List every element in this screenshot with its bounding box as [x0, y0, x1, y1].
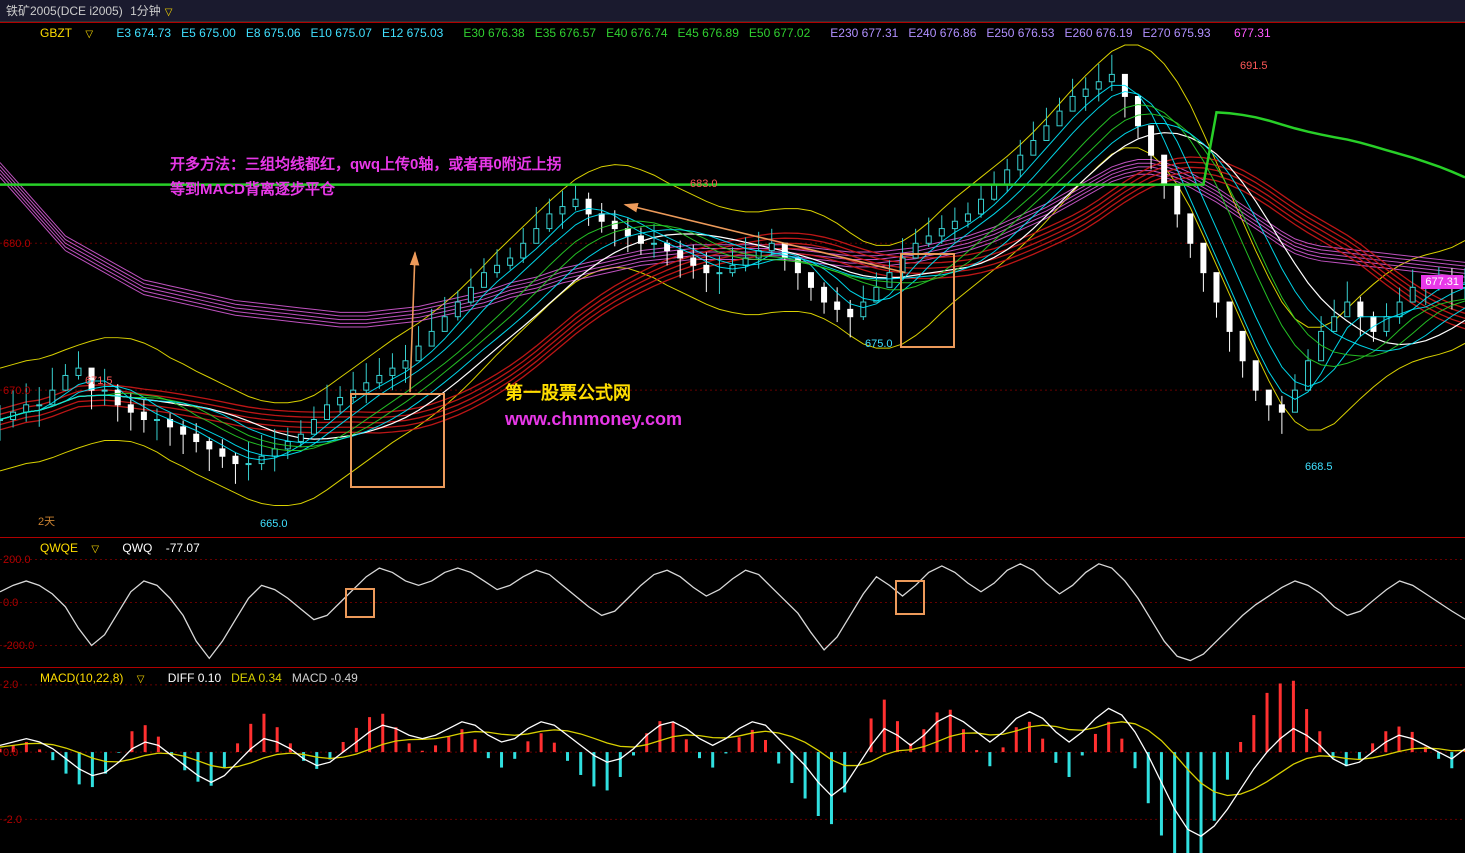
symbol-name: 铁矿2005(DCE i2005) — [6, 4, 123, 18]
legend-item: MACD -0.49 — [292, 671, 358, 685]
chevron-down-icon: ▽ — [85, 29, 93, 40]
macd-plot — [0, 668, 1465, 853]
annotation-box — [900, 253, 955, 348]
y-tick: 670.0 — [3, 385, 31, 397]
qwq-panel[interactable]: QWQE ▽ QWQ -77.07 -200.0 0.0 200.0 — [0, 537, 1465, 667]
price-point-label: 675.0 — [865, 338, 893, 350]
annotation-text: 等到MACD背离逐步平仓 — [170, 178, 335, 199]
legend-item: E40 676.74 — [606, 26, 667, 40]
legend-item: E10 675.07 — [311, 26, 372, 40]
qwq-legend: QWQE ▽ QWQ -77.07 — [40, 541, 220, 555]
indicator-name[interactable]: MACD(10,22,8) ▽ — [40, 671, 154, 685]
qwq-plot — [0, 538, 1465, 667]
legend-item: E12 675.03 — [382, 26, 443, 40]
macd-legend: MACD(10,22,8) ▽ DIFF 0.10 DEA 0.34 MACD -0… — [40, 671, 378, 685]
price-point-label: 691.5 — [1240, 60, 1268, 72]
y-tick: 0.0 — [3, 747, 18, 759]
qwq-value: QWQ -77.07 — [122, 541, 209, 555]
legend-item: E250 676.53 — [986, 26, 1054, 40]
annotation-box — [895, 580, 925, 615]
annotation-text: 开多方法：三组均线都红，qwq上传0轴，或者再0附近上拐 — [170, 153, 562, 174]
annotation-box — [345, 588, 375, 618]
indicator-name[interactable]: QWQE ▽ — [40, 541, 109, 555]
price-point-label: 668.5 — [1305, 461, 1333, 473]
legend-item: E260 676.19 — [1064, 26, 1132, 40]
price-point-label: 665.0 — [260, 518, 288, 530]
legend-item: E230 677.31 — [830, 26, 898, 40]
price-plot — [0, 23, 1465, 537]
legend-item: E45 676.89 — [678, 26, 739, 40]
y-tick: -2.0 — [3, 814, 22, 826]
price-axis-current: 677.31 — [1421, 275, 1463, 289]
watermark: 第一股票公式网 — [505, 379, 631, 405]
y-tick: 200.0 — [3, 554, 31, 566]
price-point-label: 2天 — [38, 513, 55, 529]
watermark: www.chnmoney.com — [505, 409, 682, 430]
last-price: 677.31 — [1234, 26, 1271, 40]
price-point-label: 671.5 — [85, 375, 113, 387]
price-legend: GBZT ▽ E3 674.73 E5 675.00 E8 675.06 E10 67… — [40, 26, 1281, 40]
legend-item: E30 676.38 — [463, 26, 524, 40]
price-chart-panel[interactable]: GBZT ▽ E3 674.73 E5 675.00 E8 675.06 E10 67… — [0, 22, 1465, 537]
chevron-down-icon: ▽ — [91, 544, 99, 555]
y-tick: 2.0 — [3, 679, 18, 691]
legend-item: DIFF 0.10 — [168, 671, 221, 685]
legend-item: E3 674.73 — [116, 26, 171, 40]
timeframe-selector[interactable]: 1分钟▽ — [130, 4, 176, 18]
annotation-box — [350, 393, 445, 488]
legend-item: E8 675.06 — [246, 26, 301, 40]
legend-item: E50 677.02 — [749, 26, 810, 40]
macd-panel[interactable]: MACD(10,22,8) ▽ DIFF 0.10 DEA 0.34 MACD -0… — [0, 667, 1465, 853]
legend-item: E240 676.86 — [908, 26, 976, 40]
chevron-down-icon: ▽ — [165, 7, 173, 18]
legend-item: E270 675.93 — [1143, 26, 1211, 40]
price-point-label: 683.0 — [690, 178, 718, 190]
legend-item: E5 675.00 — [181, 26, 236, 40]
y-tick: 680.0 — [3, 238, 31, 250]
legend-item: DEA 0.34 — [231, 671, 282, 685]
title-bar: 铁矿2005(DCE i2005) 1分钟▽ — [0, 0, 1465, 22]
chevron-down-icon: ▽ — [137, 674, 145, 685]
legend-item: E35 676.57 — [535, 26, 596, 40]
y-tick: 0.0 — [3, 597, 18, 609]
indicator-name[interactable]: GBZT ▽ — [40, 26, 103, 40]
y-tick: -200.0 — [3, 640, 34, 652]
